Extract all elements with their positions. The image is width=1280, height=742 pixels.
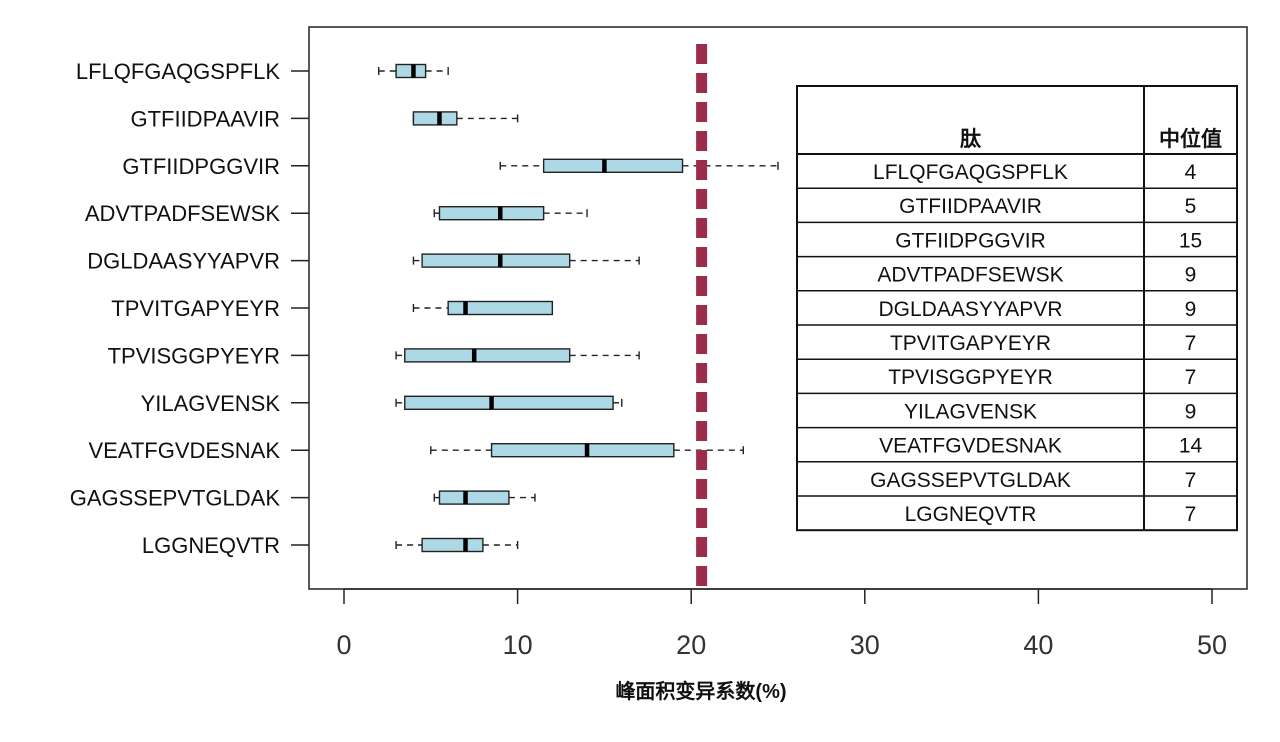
table-cell-peptide: LFLQFGAQGSPFLK: [873, 161, 1068, 184]
y-tick-label: DGLDAASYYAPVR: [87, 249, 280, 274]
table-cell-median: 7: [1185, 469, 1197, 492]
iqr-box: [542, 158, 684, 174]
y-tick-label: GTFIIDPAAVIR: [130, 106, 280, 131]
box-item: [395, 348, 640, 363]
table-cell-peptide: TPVISGGPYEYR: [888, 366, 1053, 389]
table-cell-median: 7: [1185, 503, 1197, 526]
x-tick-label: 10: [503, 630, 533, 660]
y-tick-label: ADVTPADFSEWSK: [85, 201, 281, 226]
x-tick-label: 0: [336, 630, 351, 660]
table-cell-peptide: GTFIIDPGGVIR: [895, 229, 1046, 252]
box-item: [412, 253, 640, 268]
iqr-box: [447, 300, 554, 316]
box-item: [433, 205, 588, 221]
table-cell-peptide: LGGNEQVTR: [905, 503, 1037, 526]
box-item: [499, 158, 779, 174]
iqr-box: [490, 443, 675, 458]
iqr-box: [395, 63, 427, 79]
y-tick-label: TPVISGGPYEYR: [108, 343, 280, 368]
table-cell-median: 9: [1185, 264, 1197, 287]
x-tick-label: 20: [676, 630, 706, 660]
table-cell-median: 5: [1185, 195, 1197, 218]
table-cell-median: 7: [1185, 332, 1197, 355]
y-tick-label: GAGSSEPVTGLDAK: [70, 486, 281, 511]
y-tick-label: TPVITGAPYEYR: [111, 296, 280, 321]
table-cell-peptide: DGLDAASYYAPVR: [878, 298, 1062, 321]
box-item: [412, 111, 519, 126]
iqr-box: [412, 111, 458, 126]
box-series: [378, 63, 779, 553]
iqr-box: [421, 537, 484, 553]
iqr-box: [404, 348, 571, 363]
y-tick-label: LFLQFGAQGSPFLK: [76, 59, 280, 84]
median-table: 肽 中位值 LFLQFGAQGSPFLK 4 GTFIIDPAAVIR 5 GTFIIDPG…: [796, 85, 1238, 532]
table-cell-peptide: GTFIIDPAAVIR: [899, 195, 1042, 218]
box-item: [433, 490, 536, 505]
table-cell-median: 9: [1185, 298, 1197, 321]
table-cell-peptide: GAGSSEPVTGLDAK: [870, 469, 1071, 492]
y-tick-label: GTFIIDPGGVIR: [122, 154, 280, 179]
table-cell-peptide: VEATFGVDESNAK: [879, 435, 1062, 458]
table-header-median: 中位值: [1159, 127, 1222, 151]
x-tick-label: 30: [850, 630, 880, 660]
box-item: [378, 63, 449, 79]
iqr-box: [438, 205, 545, 221]
table-cell-peptide: TPVITGAPYEYR: [890, 332, 1051, 355]
box-item: [395, 395, 623, 410]
x-tick-label: 40: [1023, 630, 1053, 660]
table-cell-median: 14: [1179, 435, 1203, 458]
y-axis-labels: LFLQFGAQGSPFLK GTFIIDPAAVIR GTFIIDPGGVIR AD…: [70, 59, 309, 558]
y-tick-label: VEATFGVDESNAK: [88, 438, 280, 463]
box-item: [395, 537, 519, 553]
table-cell-median: 9: [1185, 400, 1197, 423]
x-tick-label: 50: [1197, 630, 1227, 660]
table-frame: [796, 85, 1238, 532]
iqr-box: [438, 490, 510, 505]
table-cell-median: 7: [1185, 366, 1197, 389]
table-cell-median: 4: [1185, 161, 1197, 184]
table-header-peptide: 肽: [960, 127, 982, 151]
x-axis: 0 10 20 30 40 50: [336, 588, 1227, 660]
box-item: [430, 443, 744, 458]
box-item: [412, 300, 554, 316]
y-tick-label: LGGNEQVTR: [142, 533, 280, 558]
table-cell-peptide: ADVTPADFSEWSK: [877, 264, 1063, 287]
table-cell-peptide: YILAGVENSK: [904, 400, 1037, 423]
iqr-box: [421, 253, 571, 268]
table-cell-median: 15: [1179, 229, 1202, 252]
iqr-box: [404, 395, 614, 410]
x-axis-title: 峰面积变异系数(%): [615, 679, 786, 703]
y-tick-label: YILAGVENSK: [141, 391, 281, 416]
